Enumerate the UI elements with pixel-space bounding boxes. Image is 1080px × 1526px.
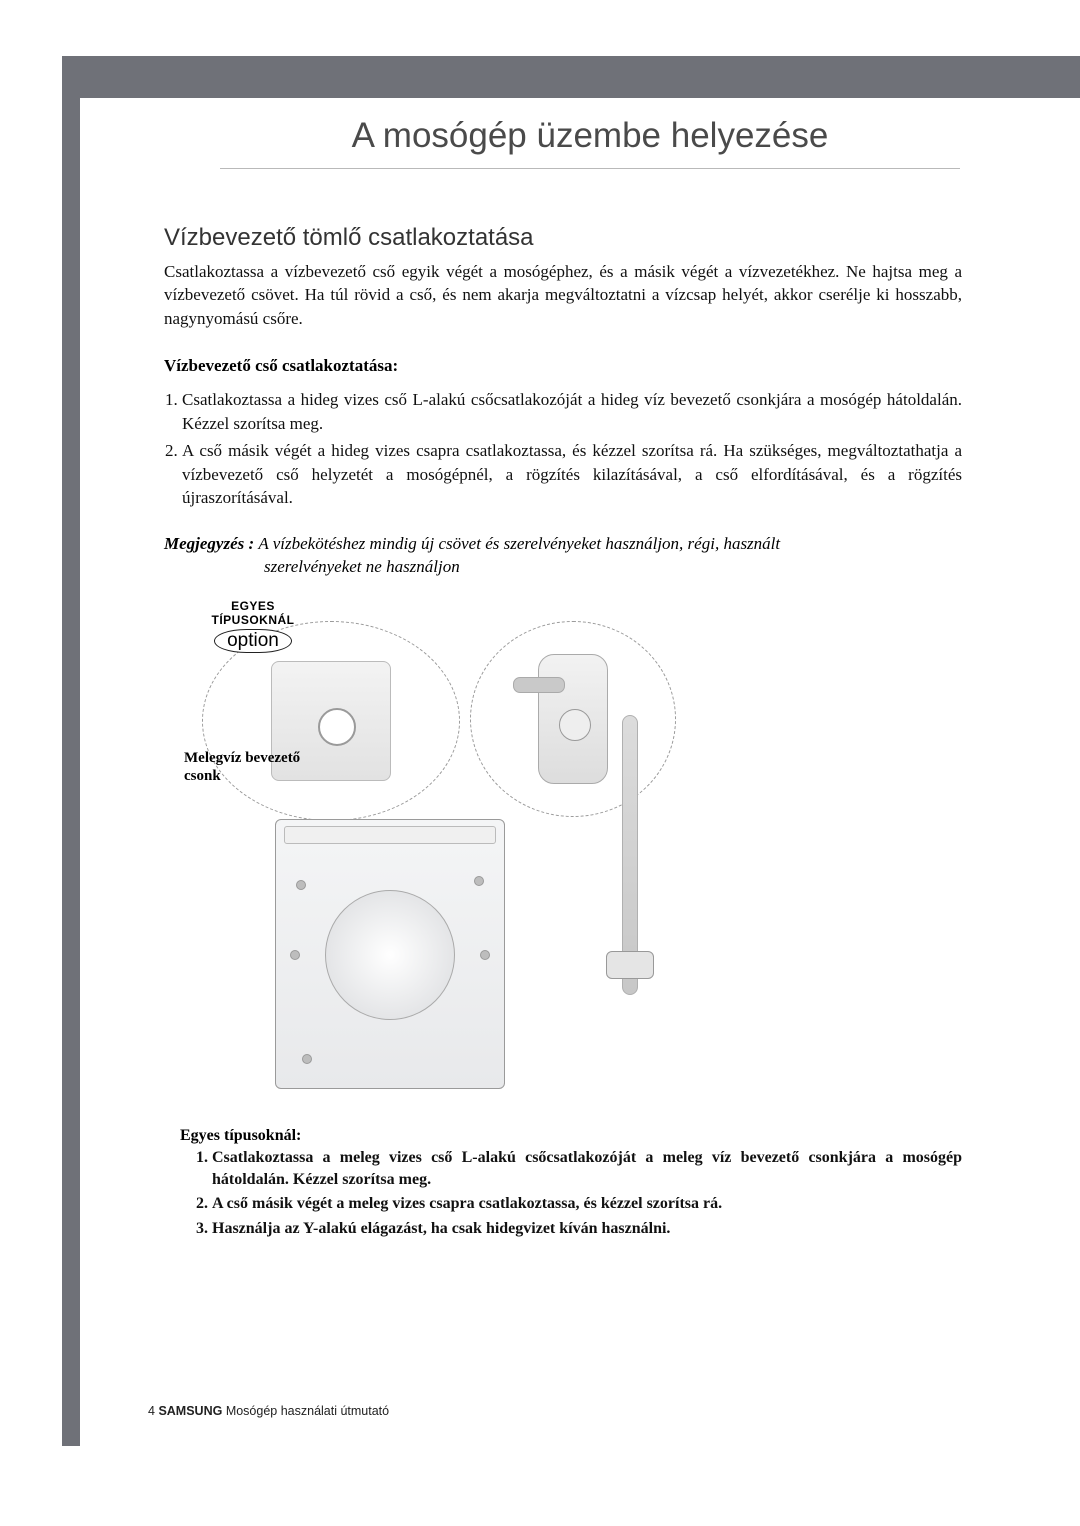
page-title-block: A mosógép üzembe helyezése [220,116,960,169]
option-tag-line1: EGYES [188,599,318,613]
note: Megjegyzés : A vízbekötéshez mindig új c… [164,532,962,579]
subtypes-list: Csatlakoztassa a meleg vizes cső L-alakú… [164,1147,962,1241]
subtypes-item: Használja az Y-alakú elágazást, ha csak … [212,1218,962,1240]
note-continuation: szerelvényeket ne használjon [264,555,962,578]
note-label: Megjegyzés : [164,534,254,553]
subtypes-item: Csatlakoztassa a meleg vizes cső L-alakú… [212,1147,962,1192]
callout-right [470,621,676,817]
content: Vízbevezető tömlő csatlakoztatása Csatla… [164,224,962,1242]
subtypes-heading: Egyes típusoknál: [180,1127,962,1145]
section-heading: Vízbevezető tömlő csatlakoztatása [164,224,962,252]
side-bar [62,56,80,1446]
steps-list: Csatlakoztassa a hideg vizes cső L-alakú… [164,388,962,509]
note-body: A vízbekötéshez mindig új csövet és szer… [258,534,780,553]
footer-brand: SAMSUNG [158,1404,222,1418]
option-tag-line2: TÍPUSOKNÁL [188,613,318,627]
step-item: Csatlakoztassa a hideg vizes cső L-alakú… [182,388,962,435]
tap-connector-illustration [538,654,608,784]
tap-illustration [606,951,654,979]
footer: 4 SAMSUNG Mosógép használati útmutató [148,1404,389,1418]
washing-machine-illustration [275,819,505,1089]
page-title: A mosógép üzembe helyezése [220,116,960,164]
header-bar [62,56,1080,98]
option-badge: option [214,629,292,653]
title-rule [220,168,960,169]
section-intro: Csatlakoztassa a vízbevezető cső egyik v… [164,260,962,330]
footer-tail: Mosógép használati útmutató [222,1404,389,1418]
steps-heading: Vízbevezető cső csatlakoztatása: [164,356,962,376]
page-number: 4 [148,1404,155,1418]
hot-inlet-label: Melegvíz bevezető csonk [184,749,314,787]
subtypes-item: A cső másik végét a meleg vizes csapra c… [212,1193,962,1215]
figure: EGYES TÍPUSOKNÁL option Melegvíz bevezet… [180,599,680,1109]
step-item: A cső másik végét a hideg vizes csapra c… [182,439,962,509]
option-tag: EGYES TÍPUSOKNÁL option [188,599,318,654]
